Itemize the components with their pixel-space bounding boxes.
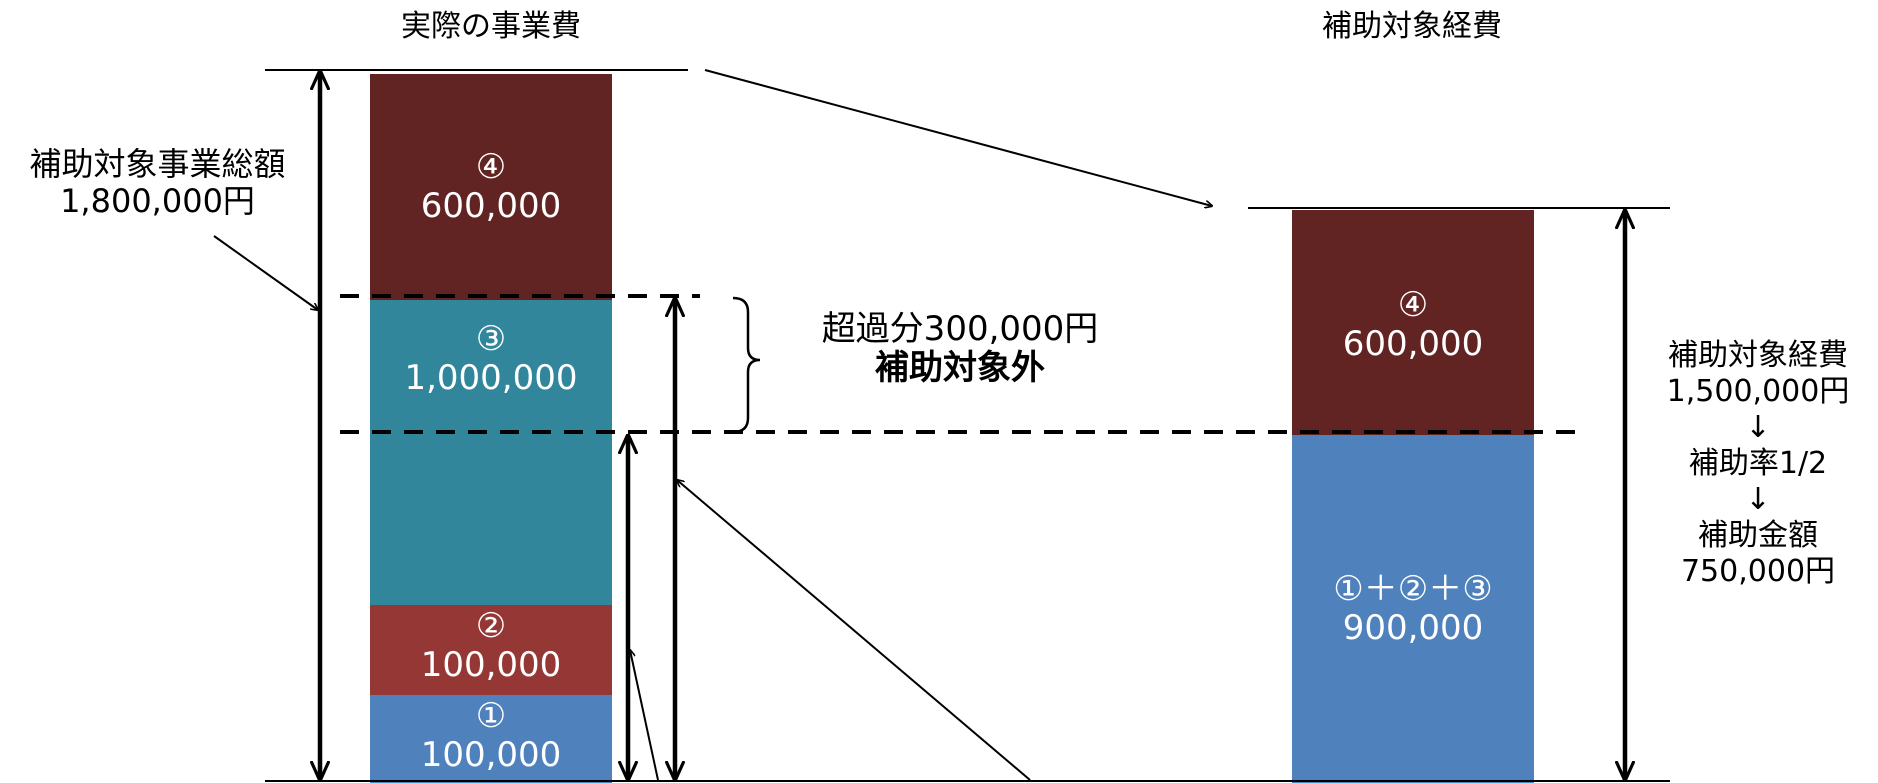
left-bar-segment-1 [370,695,612,783]
left-segment-1-label: ① 100,000 [370,696,612,776]
pointer-to-excess-arrow [677,480,1031,781]
total-amount-label: 補助対象事業総額 1,800,000円 [0,146,315,220]
right-segment-bottom-label: ①＋②＋③ 900,000 [1292,569,1534,649]
left-bar-segment-4 [370,74,612,300]
subsidy-summary: 補助対象経費 1,500,000円 ↓ 補助率1/2 ↓ 補助金額 750,00… [1638,338,1878,590]
left-segment-4-label: ④ 600,000 [370,147,612,227]
left-segment-2-marker: ② [475,606,507,646]
left-segment-1-marker: ① [475,696,507,736]
left-segment-2-label: ② 100,000 [370,606,612,686]
summary-line-5: 750,000円 [1680,554,1836,589]
summary-line-3: 補助率1/2 [1688,446,1828,481]
summary-arrow-1: ↓ [1745,410,1771,445]
left-segment-1-value: 100,000 [420,735,562,776]
pointer-to-inner-arrow [630,650,659,781]
right-segment-top-marker: ④ [1397,285,1429,325]
right-chart-title: 補助対象経費 [1322,9,1502,44]
left-segment-2-value: 100,000 [420,645,562,686]
left-segment-4-marker: ④ [475,147,507,187]
left-bar-segment-3 [370,300,612,605]
summary-line-1: 補助対象経費 [1668,338,1848,373]
pointer-total-label [213,235,318,310]
right-segment-bottom-marker: ①＋②＋③ [1333,569,1493,609]
right-bar-segment-bottom [1292,435,1534,783]
total-label-value: 1,800,000円 [60,181,255,220]
left-segment-3-label: ③ 1,000,000 [370,319,612,399]
excess-label: 超過分300,000円 [821,309,1099,349]
left-segment-4-value: 600,000 [420,186,562,227]
pointer-to-right-chart [704,69,1212,206]
right-segment-top-label: ④ 600,000 [1292,285,1534,365]
right-bar-segment-top [1292,210,1534,435]
right-segment-top-value: 600,000 [1342,324,1484,365]
left-segment-3-value: 1,000,000 [404,358,578,399]
excess-annotation: 超過分300,000円 補助対象外 [770,309,1150,389]
left-chart-title: 実際の事業費 [401,9,581,44]
summary-line-4: 補助金額 [1698,518,1818,553]
excess-note: 補助対象外 [875,348,1045,389]
left-bar-segment-2 [370,605,612,695]
total-label-text: 補助対象事業総額 [29,145,286,183]
left-segment-3-marker: ③ [475,319,507,359]
summary-line-2: 1,500,000円 [1666,374,1850,409]
excess-brace [732,296,761,434]
summary-arrow-2: ↓ [1745,482,1771,517]
right-segment-bottom-value: 900,000 [1342,608,1484,649]
